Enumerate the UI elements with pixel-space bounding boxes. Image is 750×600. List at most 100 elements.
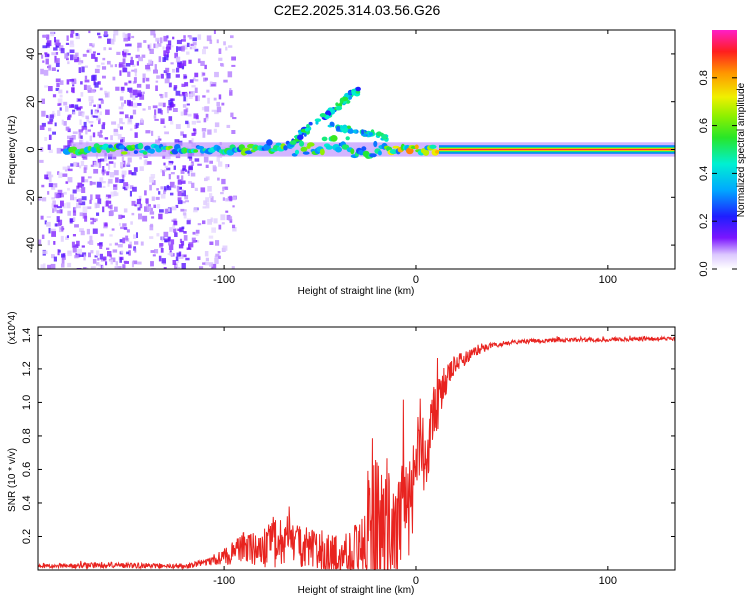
spectrogram-noise-cell — [200, 60, 205, 66]
spectrogram-noise-cell — [98, 162, 102, 168]
spectrogram-noise-cell — [217, 177, 220, 181]
spectrogram-noise-cell — [128, 170, 132, 175]
spectrogram-noise-cell — [133, 234, 137, 239]
spectrogram-noise-cell — [170, 239, 175, 245]
spectrogram-branch-cell — [303, 132, 307, 137]
spectrogram-noise-cell — [232, 205, 235, 208]
spectrogram-noise-cell — [174, 139, 180, 144]
x-tick-label: 100 — [599, 274, 617, 286]
spectrogram-noise-cell — [78, 111, 83, 116]
spectrogram-noise-cell — [175, 124, 181, 129]
spectrogram-noise-cell — [66, 35, 69, 41]
spectrogram-noise-cell — [84, 65, 88, 68]
spectrogram-noise-cell — [195, 95, 198, 102]
spectrogram-noise-cell — [77, 182, 83, 188]
spectrogram-noise-cell — [113, 128, 118, 132]
spectrogram-noise-cell — [47, 116, 50, 119]
spectrogram-noise-cell — [130, 185, 134, 189]
spectrogram-noise-cell — [181, 180, 186, 184]
spectrogram-branch-cell — [315, 120, 319, 125]
spectrogram-noise-cell — [66, 79, 70, 85]
spectrogram-noise-cell — [130, 56, 133, 60]
spectrogram-noise-cell — [80, 81, 83, 85]
spectrogram-y-label: Frequency (Hz) — [7, 116, 18, 185]
chart-title: C2E2.2025.314.03.56.G26 — [274, 2, 441, 18]
spectrogram-noise-cell — [122, 67, 128, 73]
spectrogram-noise-cell — [140, 120, 144, 125]
spectrogram-noise-cell — [171, 103, 176, 107]
spectrogram-noise-cell — [186, 51, 190, 55]
spectrogram-noise-cell — [133, 167, 138, 172]
spectrogram-noise-cell — [48, 64, 52, 71]
spectrogram-noise-cell — [163, 35, 168, 42]
spectrogram-noise-cell — [164, 54, 169, 61]
spectrogram-branch-cell — [339, 97, 344, 104]
spectrogram-noise-cell — [88, 121, 94, 124]
spectrogram-carrier-cell — [242, 147, 251, 152]
spectrogram-noise-cell — [61, 253, 65, 258]
spectrogram-noise-cell — [65, 126, 70, 131]
spectrogram-noise-cell — [119, 179, 124, 183]
spectrogram-noise-cell — [99, 177, 104, 182]
spectrogram-noise-cell — [41, 184, 45, 188]
spectrogram-noise-cell — [160, 169, 163, 173]
spectrogram-noise-cell — [119, 70, 122, 76]
spectrogram-noise-cell — [202, 262, 206, 265]
spectrogram-noise-cell — [81, 125, 84, 131]
spectrogram-carrier-strong — [439, 148, 675, 151]
spectrogram-noise-cell — [59, 193, 64, 198]
spectrogram-noise-cell — [149, 43, 152, 49]
spectrogram-noise-cell — [44, 85, 49, 88]
spectrogram-noise-cell — [46, 221, 51, 227]
spectrogram-noise-cell — [122, 58, 126, 65]
spectrogram-noise-cell — [117, 123, 121, 129]
spectrogram-noise-cell — [139, 157, 142, 160]
spectrogram-noise-cell — [168, 100, 172, 106]
spectrogram-noise-cell — [213, 128, 217, 133]
spectrogram-noise-cell — [88, 96, 94, 102]
spectrogram-noise-cell — [205, 197, 210, 203]
spectrogram-noise-cell — [159, 209, 164, 213]
spectrogram-noise-cell — [123, 227, 128, 230]
spectrogram-noise-cell — [86, 50, 90, 53]
spectrogram-noise-cell — [167, 253, 171, 256]
x-tick-label: 0 — [413, 274, 419, 286]
spectrogram-noise-cell — [57, 189, 63, 195]
spectrogram-noise-cell — [206, 35, 212, 42]
spectrogram-noise-cell — [172, 108, 178, 112]
spectrogram-noise-cell — [46, 171, 52, 177]
colorbar-tick-label: 0.2 — [698, 214, 710, 229]
spectrogram-noise-cell — [66, 57, 69, 61]
spectrogram-noise-cell — [79, 212, 83, 217]
spectrogram-noise-cell — [181, 39, 186, 42]
spectrogram-noise-cell — [222, 187, 225, 192]
spectrogram-noise-cell — [45, 58, 49, 65]
spectrogram-noise-cell — [192, 42, 197, 46]
spectrogram-noise-cell — [216, 156, 220, 162]
spectrogram-noise-cell — [183, 109, 188, 116]
spectrogram-noise-cell — [67, 177, 73, 183]
spectrogram-noise-cell — [132, 64, 136, 67]
spectrogram-noise-cell — [53, 204, 59, 208]
spectrogram-noise-cell — [160, 248, 164, 253]
spectrogram-noise-cell — [132, 186, 137, 192]
spectrogram-noise-cell — [131, 212, 135, 216]
spectrogram-noise-cell — [126, 229, 130, 233]
spectrogram-noise-cell — [82, 53, 87, 57]
spectrogram-noise-cell — [76, 188, 81, 192]
spectrogram-noise-cell — [183, 235, 188, 241]
spectrogram-noise-cell — [53, 256, 57, 262]
spectrogram-noise-cell — [137, 46, 140, 52]
spectrogram-noise-cell — [227, 71, 233, 78]
spectrogram-noise-cell — [187, 170, 190, 174]
spectrogram-noise-cell — [76, 202, 81, 209]
spectrogram-noise-cell — [181, 83, 186, 87]
colorbar-tick-label: 0.6 — [698, 118, 710, 133]
spectrogram-noise-cell — [75, 162, 80, 167]
snr-y-ticks: 0.2 0.4 0.6 0.8 1.0 1.2 1.4 — [21, 328, 675, 544]
spectrogram-noise-cell — [214, 258, 219, 264]
spectrogram-noise-cell — [92, 74, 97, 81]
spectrogram-noise-cell — [195, 229, 200, 234]
spectrogram-noise-cell — [152, 254, 156, 257]
spectrogram-carrier-cell — [244, 150, 253, 155]
